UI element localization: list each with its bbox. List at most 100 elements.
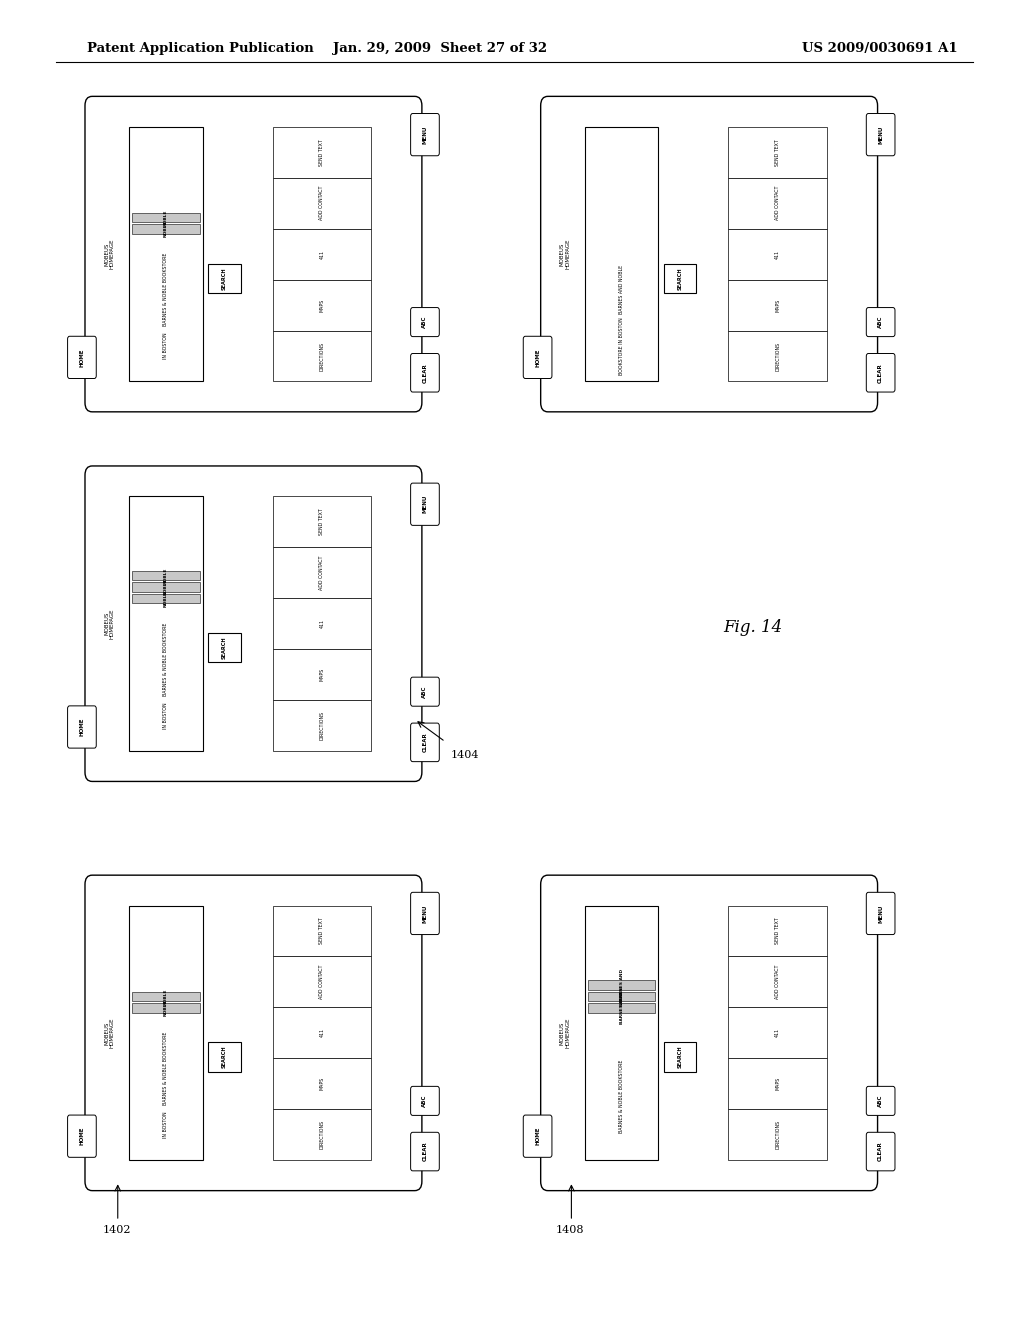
Bar — [272, 1059, 371, 1109]
FancyBboxPatch shape — [411, 677, 439, 706]
Text: SEARCH: SEARCH — [678, 267, 682, 289]
Bar — [728, 1007, 826, 1059]
Bar — [728, 178, 826, 228]
Bar — [132, 594, 200, 603]
FancyBboxPatch shape — [866, 308, 895, 337]
FancyBboxPatch shape — [866, 1086, 895, 1115]
Bar — [132, 1003, 200, 1012]
Text: DIRECTIONS: DIRECTIONS — [319, 711, 325, 741]
Text: 411: 411 — [319, 249, 325, 259]
Text: ABC: ABC — [423, 315, 427, 329]
Text: IN BOSTON: IN BOSTON — [164, 333, 168, 359]
Text: NOBLE: NOBLE — [164, 999, 168, 1016]
Text: ADD CONTACT: ADD CONTACT — [319, 965, 325, 999]
Text: HOME: HOME — [80, 718, 84, 737]
Text: SEND TEXT: SEND TEXT — [319, 508, 325, 535]
Bar — [272, 649, 371, 700]
Bar — [272, 906, 371, 957]
FancyBboxPatch shape — [541, 96, 878, 412]
Text: ABC: ABC — [423, 685, 427, 698]
Text: BARNES AND: BARNES AND — [620, 991, 624, 1024]
Bar — [272, 1109, 371, 1160]
Text: US 2009/0030691 A1: US 2009/0030691 A1 — [802, 42, 957, 55]
Text: 411: 411 — [775, 1028, 780, 1038]
Bar — [272, 1007, 371, 1059]
FancyBboxPatch shape — [411, 354, 439, 392]
Bar — [728, 330, 826, 381]
FancyBboxPatch shape — [866, 1133, 895, 1171]
Bar — [585, 127, 658, 381]
Text: ADD CONTACT: ADD CONTACT — [319, 556, 325, 590]
Text: ABC: ABC — [423, 1094, 427, 1107]
FancyBboxPatch shape — [68, 706, 96, 748]
Bar — [208, 264, 241, 293]
Text: Jan. 29, 2009  Sheet 27 of 32: Jan. 29, 2009 Sheet 27 of 32 — [333, 42, 548, 55]
Text: 411: 411 — [775, 249, 780, 259]
FancyBboxPatch shape — [411, 723, 439, 762]
FancyBboxPatch shape — [85, 875, 422, 1191]
Bar — [129, 496, 203, 751]
Text: CLEAR: CLEAR — [423, 733, 427, 752]
FancyBboxPatch shape — [523, 337, 552, 379]
Text: 411: 411 — [319, 619, 325, 628]
FancyBboxPatch shape — [85, 466, 422, 781]
FancyBboxPatch shape — [85, 96, 422, 412]
Bar — [272, 598, 371, 649]
Bar — [728, 228, 826, 280]
Bar — [728, 127, 826, 178]
Text: HOME: HOME — [80, 1127, 84, 1146]
Text: BARNES & NOBLE BOOKSTORE: BARNES & NOBLE BOOKSTORE — [164, 623, 168, 696]
Text: DIRECTIONS: DIRECTIONS — [319, 342, 325, 371]
Text: MENU: MENU — [423, 495, 427, 513]
Bar — [664, 1043, 696, 1072]
FancyBboxPatch shape — [68, 337, 96, 379]
Bar — [272, 957, 371, 1007]
Text: CLEAR: CLEAR — [423, 1142, 427, 1162]
Text: SEARCH: SEARCH — [678, 1045, 682, 1068]
Text: MENU: MENU — [879, 125, 883, 144]
Bar — [728, 1109, 826, 1160]
Text: MENU: MENU — [423, 904, 427, 923]
Text: BARNES & NOBLE BOOKSTORE: BARNES & NOBLE BOOKSTORE — [164, 253, 168, 326]
Bar — [208, 1043, 241, 1072]
FancyBboxPatch shape — [411, 114, 439, 156]
Text: DIRECTIONS: DIRECTIONS — [319, 1121, 325, 1150]
Bar — [728, 906, 826, 957]
Text: BOOKSTORE IN BOSTON: BOOKSTORE IN BOSTON — [620, 317, 624, 375]
Bar — [585, 906, 658, 1160]
Text: MOBEUS
HOMEPAGE: MOBEUS HOMEPAGE — [560, 239, 570, 269]
Text: MOBEUS
HOMEPAGE: MOBEUS HOMEPAGE — [104, 1018, 115, 1048]
Bar — [728, 957, 826, 1007]
Text: MOBEUS
HOMEPAGE: MOBEUS HOMEPAGE — [560, 1018, 570, 1048]
Text: CLEAR: CLEAR — [423, 363, 427, 383]
Text: MAPS: MAPS — [319, 298, 325, 312]
Text: NOBLE: NOBLE — [164, 989, 168, 1005]
Text: MAPS: MAPS — [775, 1077, 780, 1090]
FancyBboxPatch shape — [866, 354, 895, 392]
Bar — [272, 330, 371, 381]
Text: BARNES AND NOBLE: BARNES AND NOBLE — [620, 265, 624, 314]
Text: NOBLE: NOBLE — [164, 590, 168, 607]
Bar — [129, 127, 203, 381]
Text: ABC: ABC — [879, 1094, 883, 1107]
FancyBboxPatch shape — [68, 1115, 96, 1158]
Text: 1408: 1408 — [556, 1225, 585, 1236]
Text: HOME: HOME — [80, 348, 84, 367]
FancyBboxPatch shape — [866, 892, 895, 935]
Text: SEND TEXT: SEND TEXT — [319, 917, 325, 944]
Text: MAPS: MAPS — [319, 1077, 325, 1090]
Bar — [132, 991, 200, 1001]
Bar — [132, 224, 200, 234]
FancyBboxPatch shape — [866, 114, 895, 156]
Text: MAPS: MAPS — [319, 668, 325, 681]
Text: BARNES & NOBLE BOOKSTORE: BARNES & NOBLE BOOKSTORE — [620, 1060, 624, 1134]
Bar — [588, 979, 655, 990]
FancyBboxPatch shape — [411, 892, 439, 935]
Text: DIRECTIONS: DIRECTIONS — [775, 1121, 780, 1150]
Bar — [208, 634, 241, 663]
Bar — [272, 280, 371, 330]
Text: ABC: ABC — [879, 315, 883, 329]
Text: DIRECTIONS: DIRECTIONS — [775, 342, 780, 371]
Text: CLEAR: CLEAR — [879, 1142, 883, 1162]
Text: SEARCH: SEARCH — [222, 1045, 226, 1068]
